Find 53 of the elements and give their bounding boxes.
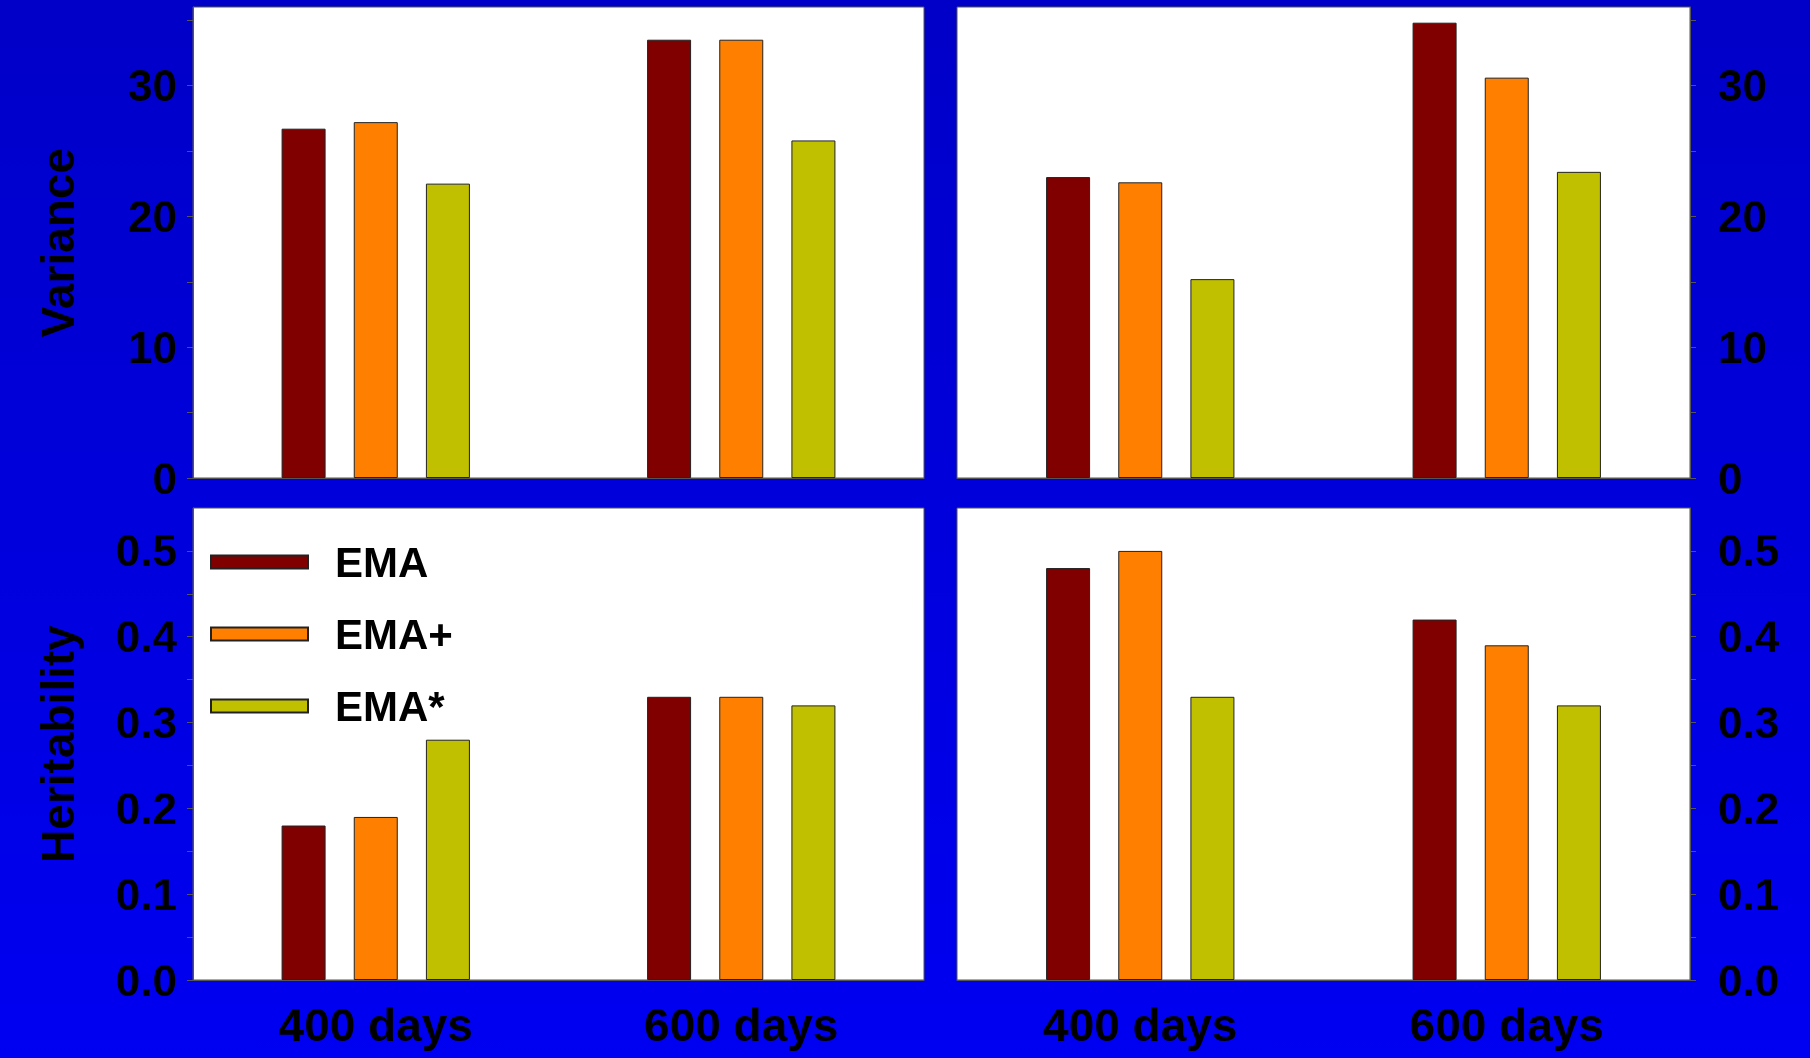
bar — [1412, 22, 1457, 478]
bar — [1118, 182, 1163, 478]
y-tick-label: 30 — [1718, 61, 1767, 110]
y-tick-label: 0.2 — [1718, 783, 1780, 833]
bar — [1190, 279, 1235, 478]
y-tick-label: 10 — [1718, 322, 1767, 372]
y-tick-label: 0.0 — [115, 955, 177, 1005]
bar — [281, 128, 326, 478]
legend-label: EMA* — [335, 682, 446, 730]
bar — [425, 183, 470, 478]
y-tick-label: 20 — [1718, 191, 1767, 241]
bar — [1556, 171, 1601, 478]
y-tick-label: 0.2 — [115, 783, 177, 833]
y-tick-label: 30 — [128, 61, 177, 110]
y-tick-label: 0 — [1718, 453, 1743, 503]
bar — [1556, 705, 1601, 980]
y-tick-label: 0.1 — [115, 869, 177, 919]
y-tick-label: 10 — [128, 322, 177, 372]
y-tick-label: 20 — [128, 191, 177, 241]
bar — [791, 705, 836, 980]
x-tick-label: 600 days — [644, 999, 839, 1051]
y-tick-label: 0.4 — [115, 612, 178, 662]
y-tick-label: 0 — [152, 453, 177, 503]
bar — [353, 816, 398, 980]
y-tick-label: 0.5 — [115, 526, 177, 576]
y-tick-label: 0.4 — [1718, 612, 1780, 662]
x-tick-label: 600 days — [1409, 999, 1604, 1051]
y-tick-label: 0.1 — [1718, 869, 1780, 919]
bar — [1412, 619, 1457, 980]
y-tick-label: 0.0 — [1718, 955, 1780, 1005]
x-tick-label: 400 days — [1043, 999, 1238, 1051]
legend-label: EMA — [335, 538, 429, 586]
bar — [647, 39, 692, 478]
legend-label: EMA+ — [335, 610, 453, 658]
bar — [425, 739, 470, 980]
bar — [1484, 645, 1529, 980]
bar — [281, 825, 326, 980]
y-axis-title: Heritability — [32, 624, 84, 863]
bar — [791, 140, 836, 478]
bar — [1190, 696, 1235, 980]
bar — [1118, 550, 1163, 980]
bar — [1046, 568, 1091, 980]
bar — [719, 696, 764, 980]
bar — [1046, 177, 1091, 478]
y-tick-label: 0.5 — [1718, 526, 1780, 576]
bar — [719, 39, 764, 478]
bar — [353, 122, 398, 478]
bar — [647, 696, 692, 980]
bar — [1484, 77, 1529, 478]
y-axis-title: Variance — [32, 147, 84, 338]
y-tick-label: 0.3 — [115, 698, 177, 748]
y-tick-label: 0.3 — [1718, 698, 1780, 748]
x-tick-label: 400 days — [278, 999, 473, 1051]
